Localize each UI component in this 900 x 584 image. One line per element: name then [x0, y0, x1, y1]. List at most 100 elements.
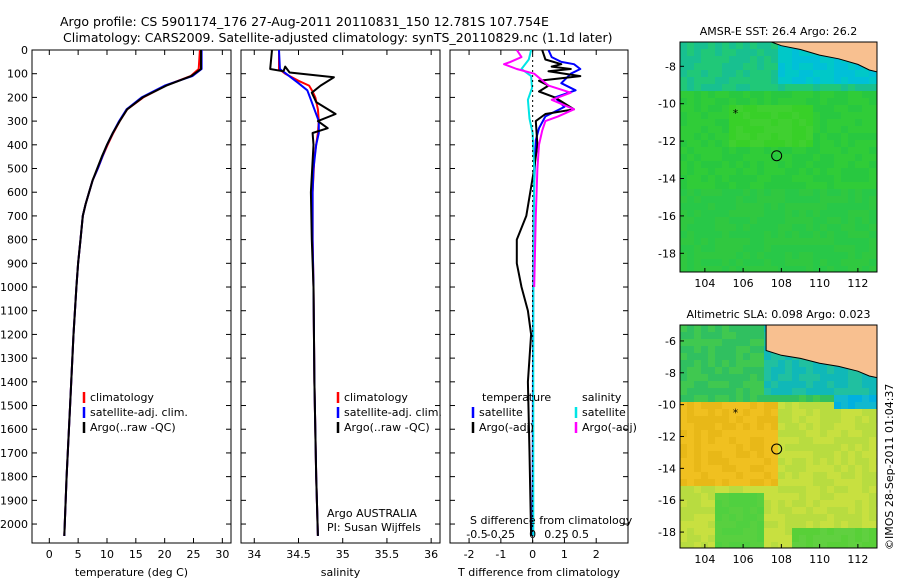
sla-heatmap-cell	[687, 535, 695, 543]
sst-heatmap-cell	[855, 203, 863, 211]
sst-heatmap-cell	[736, 154, 744, 162]
sst-heatmap-cell	[743, 140, 751, 148]
sla-map-title: Altimetric SLA: 0.098 Argo: 0.023	[686, 308, 870, 321]
sst-heatmap-cell	[827, 217, 835, 225]
sst-heatmap-cell	[722, 175, 730, 183]
sst-heatmap-cell	[827, 154, 835, 162]
sla-map-ytick-label: -6	[665, 335, 676, 348]
sst-heatmap-cell	[701, 91, 709, 99]
sst-heatmap-cell	[750, 119, 758, 127]
sst-heatmap-cell	[820, 154, 828, 162]
sst-heatmap-cell	[680, 210, 688, 218]
sla-heatmap-cell	[820, 388, 828, 396]
sst-heatmap-cell	[862, 182, 870, 190]
sla-heatmap-cell	[743, 437, 751, 445]
sst-heatmap-cell	[750, 245, 758, 253]
sst-heatmap-cell	[771, 266, 779, 272]
sst-heatmap-cell	[729, 105, 737, 113]
sst-heatmap-cell	[722, 238, 730, 246]
sla-heatmap-cell	[869, 416, 877, 424]
sst-heatmap-cell	[841, 84, 849, 92]
sla-heatmap-cell	[855, 423, 863, 431]
sla-heatmap-cell	[813, 521, 821, 529]
sla-heatmap-cell	[827, 437, 835, 445]
sla-heatmap-cell	[750, 472, 758, 480]
sst-heatmap-cell	[792, 63, 800, 71]
sst-heatmap-cell	[694, 189, 702, 197]
sla-heatmap-cell	[708, 409, 716, 417]
salinity-legend-label: Argo(..raw -QC)	[344, 421, 430, 434]
sla-heatmap-cell	[771, 353, 779, 361]
sst-heatmap-cell	[820, 147, 828, 155]
sla-heatmap-cell	[785, 451, 793, 459]
sst-heatmap-cell	[708, 147, 716, 155]
sla-heatmap-cell	[701, 507, 709, 515]
sst-heatmap-cell	[708, 252, 716, 260]
sst-heatmap-cell	[708, 126, 716, 134]
sla-heatmap-cell	[715, 346, 723, 354]
sla-heatmap-cell	[855, 479, 863, 487]
sst-heatmap-cell	[785, 154, 793, 162]
sst-heatmap-cell	[820, 70, 828, 78]
sst-heatmap-cell	[862, 231, 870, 239]
sla-heatmap-cell	[799, 507, 807, 515]
sst-heatmap-cell	[841, 154, 849, 162]
sst-heatmap-cell	[771, 154, 779, 162]
sst-heatmap-cell	[771, 175, 779, 183]
sst-heatmap-cell	[687, 245, 695, 253]
sst-heatmap-cell	[841, 63, 849, 71]
sst-heatmap-cell	[708, 70, 716, 78]
sla-heatmap-cell	[806, 402, 814, 410]
sla-heatmap-cell	[785, 479, 793, 487]
sst-heatmap-cell	[736, 147, 744, 155]
sla-heatmap-cell	[680, 479, 688, 487]
sst-heatmap-cell	[785, 147, 793, 155]
sla-heatmap-cell	[743, 465, 751, 473]
sla-heatmap-cell	[729, 542, 737, 548]
sst-heatmap-cell	[855, 231, 863, 239]
sla-heatmap-cell	[799, 521, 807, 529]
sla-heatmap-cell	[862, 416, 870, 424]
sst-heatmap-cell	[813, 189, 821, 197]
sla-heatmap-cell	[827, 465, 835, 473]
sst-heatmap-cell	[841, 245, 849, 253]
sst-heatmap-cell	[701, 56, 709, 64]
sla-heatmap-cell	[750, 332, 758, 340]
sst-heatmap-cell	[806, 140, 814, 148]
sst-heatmap-cell	[736, 168, 744, 176]
sla-heatmap-cell	[722, 388, 730, 396]
sst-heatmap-cell	[792, 140, 800, 148]
sla-heatmap-cell	[750, 465, 758, 473]
sla-heatmap-cell	[806, 374, 814, 382]
sla-heatmap-cell	[715, 339, 723, 347]
difference-xlabel: T difference from climatology	[457, 566, 620, 579]
sla-heatmap-cell	[834, 430, 842, 438]
sst-heatmap-cell	[855, 63, 863, 71]
sla-heatmap-cell	[750, 500, 758, 508]
sst-heatmap-cell	[694, 126, 702, 134]
sst-heatmap-cell	[687, 175, 695, 183]
sla-heatmap-cell	[694, 423, 702, 431]
sst-heatmap-cell	[785, 210, 793, 218]
sla-heatmap-cell	[694, 528, 702, 536]
temperature-xlabel: temperature (deg C)	[75, 566, 188, 579]
sla-heatmap-cell	[792, 416, 800, 424]
sla-heatmap-cell	[680, 374, 688, 382]
sla-heatmap-cell	[715, 493, 723, 501]
difference-series-salinity-argo-adj-	[503, 50, 575, 288]
sst-heatmap-cell	[806, 224, 814, 232]
sla-heatmap-cell	[687, 332, 695, 340]
sla-heatmap-cell	[694, 409, 702, 417]
sst-heatmap-cell	[757, 49, 765, 57]
sla-heatmap-cell	[757, 493, 765, 501]
sst-heatmap-cell	[757, 210, 765, 218]
sst-heatmap-cell	[799, 154, 807, 162]
sla-heatmap-cell	[820, 514, 828, 522]
sla-heatmap-cell	[813, 360, 821, 368]
sst-heatmap-cell	[827, 259, 835, 267]
sla-heatmap-cell	[715, 353, 723, 361]
sla-heatmap-cell	[680, 514, 688, 522]
sla-heatmap-cell	[736, 486, 744, 494]
sst-heatmap-cell	[757, 105, 765, 113]
sst-heatmap-cell	[743, 105, 751, 113]
